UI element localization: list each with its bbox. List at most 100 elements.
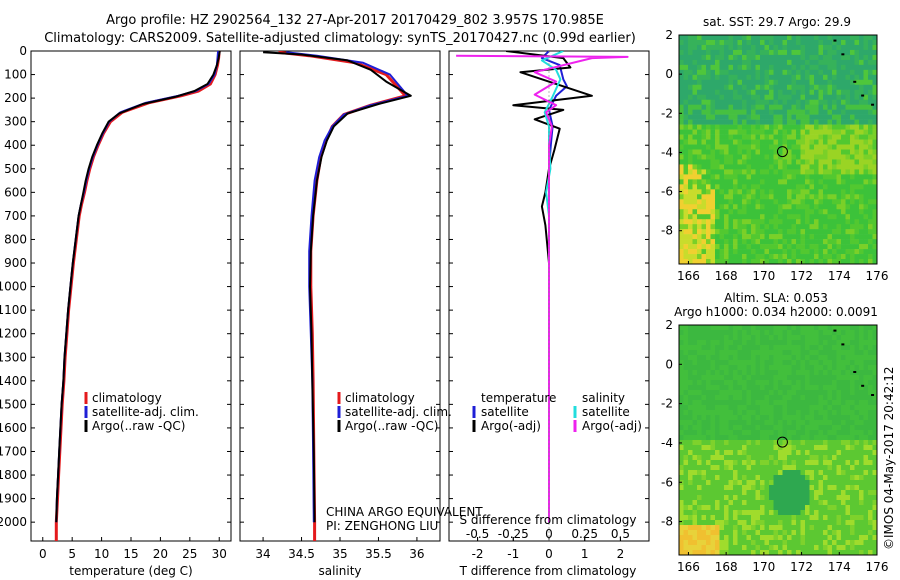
map-cell — [841, 355, 846, 361]
map-cell — [697, 39, 702, 46]
map-cell — [751, 189, 756, 195]
map-cell — [818, 159, 824, 165]
map-cell — [859, 129, 864, 135]
map-cell — [764, 99, 770, 105]
map-cell — [809, 139, 815, 145]
map-cell — [787, 395, 792, 401]
map-cell — [733, 430, 738, 436]
map-cell — [724, 445, 729, 451]
map-cell — [832, 485, 837, 491]
map-cell — [845, 340, 851, 346]
map-cell — [832, 104, 837, 110]
map-cell — [863, 325, 869, 331]
map-cell — [787, 530, 792, 536]
map-cell — [805, 405, 810, 411]
map-cell — [746, 510, 752, 516]
map-cell — [778, 184, 783, 190]
map-cell — [692, 525, 698, 531]
map-cell — [751, 99, 756, 105]
map-cell — [737, 410, 743, 416]
map-cell — [841, 360, 846, 366]
map-cell — [782, 415, 788, 421]
map-cell — [800, 445, 806, 451]
map-cell — [832, 99, 837, 105]
map-cell — [706, 174, 711, 180]
map-cell — [715, 54, 720, 61]
map-cell — [764, 114, 770, 120]
map-cell — [710, 244, 716, 250]
map-cell — [845, 465, 851, 471]
map-cell — [818, 540, 824, 546]
map-cell — [773, 430, 779, 436]
map-cell — [760, 39, 765, 46]
map-cell — [760, 410, 765, 416]
map-cell — [773, 119, 779, 125]
coastline-fragment — [841, 343, 845, 346]
map-cell — [791, 89, 797, 96]
map-x-tick-label: 174 — [828, 269, 851, 283]
map-cell — [755, 244, 761, 250]
map-cell — [787, 380, 792, 386]
map-cell — [841, 104, 846, 110]
map-cell — [751, 405, 756, 411]
map-cell — [733, 254, 738, 260]
map-cell — [863, 350, 869, 356]
map-cell — [868, 74, 873, 81]
map-cell — [760, 325, 765, 331]
map-cell — [796, 380, 801, 386]
map-cell — [715, 500, 720, 506]
map-cell — [764, 144, 770, 150]
map-cell — [728, 545, 734, 551]
map-cell — [769, 330, 774, 336]
map-cell — [683, 164, 689, 170]
header-line-2: Climatology: CARS2009. Satellite-adjuste… — [44, 31, 636, 46]
map-cell — [751, 395, 756, 401]
map-cell — [751, 455, 756, 461]
map-cell — [868, 475, 873, 481]
map-cell — [742, 435, 747, 441]
map-cell — [868, 244, 873, 250]
map-cell — [710, 124, 716, 130]
map-cell — [818, 54, 824, 61]
map-cell — [800, 345, 806, 351]
map-cell — [818, 99, 824, 105]
map-cell — [791, 520, 797, 526]
map-cell — [697, 104, 702, 110]
map-cell — [706, 84, 711, 91]
map-cell — [746, 365, 752, 371]
map-cell — [823, 485, 828, 491]
map-cell — [787, 450, 792, 456]
map-cell — [746, 350, 752, 356]
map-cell — [832, 49, 837, 56]
map-cell — [778, 89, 783, 96]
map-cell — [728, 119, 734, 125]
map-cell — [760, 204, 765, 210]
map-cell — [715, 44, 720, 51]
map-cell — [805, 239, 810, 245]
map-cell — [683, 475, 689, 481]
map-cell — [746, 435, 752, 441]
map-cell — [791, 535, 797, 541]
map-cell — [751, 440, 756, 446]
map-cell — [814, 455, 819, 461]
map-cell — [841, 234, 846, 240]
map-cell — [773, 505, 779, 511]
map-cell — [850, 360, 855, 366]
map-cell — [760, 109, 765, 115]
map-cell — [841, 49, 846, 56]
map-cell — [746, 44, 752, 51]
map-cell — [692, 44, 698, 51]
map-cell — [742, 154, 747, 160]
map-cell — [715, 485, 720, 491]
map-cell — [778, 545, 783, 551]
map-cell — [701, 340, 707, 346]
map-cell — [697, 550, 702, 556]
map-cell — [764, 239, 770, 245]
map-cell — [688, 244, 693, 250]
map-cell — [710, 400, 716, 406]
map-cell — [715, 535, 720, 541]
map-cell — [679, 455, 684, 461]
map-cell — [832, 159, 837, 165]
map-cell — [791, 54, 797, 61]
map-cell — [701, 355, 707, 361]
